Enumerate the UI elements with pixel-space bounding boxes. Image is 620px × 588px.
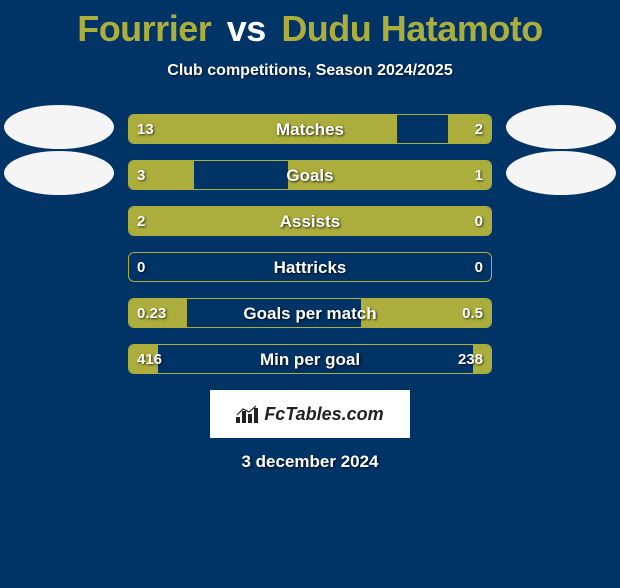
bar-left (129, 207, 491, 235)
right-value: 238 (450, 345, 491, 374)
metric-label: Min per goal (129, 345, 491, 374)
right-value: 2 (467, 115, 491, 144)
date-label: 3 december 2024 (0, 452, 620, 472)
page-title: Fourrier vs Dudu Hatamoto (0, 8, 620, 50)
left-value: 13 (129, 115, 162, 144)
chart-icon (236, 405, 258, 423)
brand-text: FcTables.com (264, 404, 383, 425)
bar-track: 31Goals (128, 160, 492, 190)
metric-label: Hattricks (129, 253, 491, 282)
bar-track: 416 238Min per goal (128, 344, 492, 374)
bar-track: 20Assists (128, 206, 492, 236)
subtitle: Club competitions, Season 2024/2025 (0, 62, 620, 80)
comparison-row: 0 0Hattricks (0, 252, 620, 282)
right-value: 0 (467, 207, 491, 236)
bar-track: 0.230.5Goals per match (128, 298, 492, 328)
left-value: 416 (129, 345, 170, 374)
player1-avatar (4, 151, 114, 195)
vs-label: vs (227, 8, 266, 49)
right-value: 1 (467, 161, 491, 190)
bar-left (129, 115, 397, 143)
left-value: 0 (129, 253, 153, 282)
comparison-row: 31Goals (0, 160, 620, 190)
right-value: 0 (467, 253, 491, 282)
player1-avatar (4, 105, 114, 149)
comparison-row: 20Assists (0, 206, 620, 236)
comparison-row: 0.230.5Goals per match (0, 298, 620, 328)
player2-name: Dudu Hatamoto (281, 8, 542, 49)
bar-track: 132Matches (128, 114, 492, 144)
comparison-chart: 132Matches31Goals20Assists00Hattricks0.2… (0, 114, 620, 374)
comparison-row: 132Matches (0, 114, 620, 144)
bar-right (288, 161, 491, 189)
left-value: 3 (129, 161, 153, 190)
comparison-row: 416 238Min per goal (0, 344, 620, 374)
player1-name: Fourrier (77, 8, 211, 49)
left-value: 2 (129, 207, 153, 236)
bar-track: 0 0Hattricks (128, 252, 492, 282)
right-value: 0.5 (454, 299, 491, 328)
left-value: 0.23 (129, 299, 174, 328)
player2-avatar (506, 151, 616, 195)
brand-badge: FcTables.com (210, 390, 410, 438)
player2-avatar (506, 105, 616, 149)
